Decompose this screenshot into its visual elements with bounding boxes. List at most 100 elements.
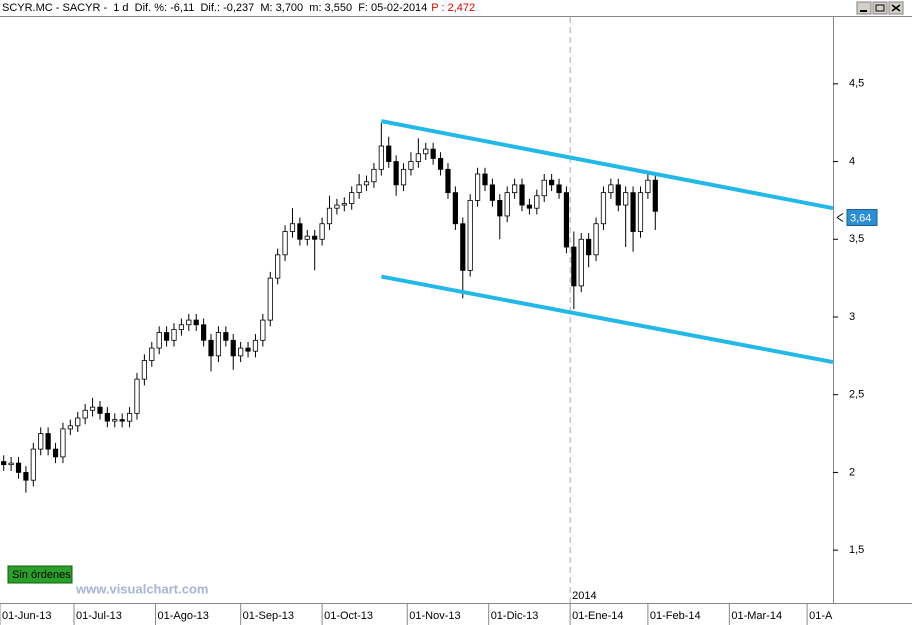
watermark: www.visualchart.com (75, 581, 208, 596)
trend-line (380, 274, 834, 365)
candle-body (134, 378, 140, 414)
candle-body (578, 238, 584, 287)
candle-body (252, 339, 259, 352)
x-tick-label: 01-Oct-13 (324, 610, 373, 622)
candle-body (645, 179, 651, 194)
candle-body (230, 339, 236, 357)
y-tick-label: 4 (849, 155, 855, 167)
header-text: SCYR.MC - SACYR - 1 d Dif. %: -6,11 Dif.… (2, 2, 428, 14)
x-tick-label: 01-Feb-14 (650, 610, 701, 622)
maximize-button[interactable] (872, 1, 888, 15)
candle-body (586, 238, 592, 256)
candle-body (119, 419, 125, 422)
candle-body (1, 461, 7, 466)
candles (1, 122, 658, 493)
y-tick-label: 3,5 (849, 233, 864, 245)
candle-body (75, 417, 81, 427)
candle-body (452, 192, 458, 225)
status-text: Sin órdenes (12, 569, 71, 581)
candle-body (630, 192, 636, 232)
window-buttons[interactable] (856, 1, 904, 15)
candle-body (363, 181, 370, 186)
candle-body (460, 223, 466, 271)
candle-body (563, 192, 570, 248)
candle-body (334, 204, 340, 209)
candle-body (178, 324, 185, 330)
x-tick-label: 01-Ago-13 (157, 610, 208, 622)
background (0, 17, 912, 625)
candle-body (223, 332, 229, 341)
candle-body (608, 184, 614, 194)
candle-body (171, 329, 177, 341)
x-tick-label: 01-Nov-13 (409, 610, 460, 622)
candle-body (45, 433, 51, 450)
close-icon (891, 4, 901, 12)
candle-body (549, 179, 555, 186)
candle-body (312, 235, 318, 240)
candle-body (97, 406, 103, 414)
candle-body (386, 145, 392, 162)
candle-body (400, 168, 407, 186)
maximize-icon (875, 4, 885, 12)
candle-body (415, 153, 421, 162)
year-label: 2014 (572, 590, 596, 602)
candle-body (393, 161, 399, 186)
candle-body (193, 319, 199, 326)
header-price: P : 2,472 (431, 2, 476, 14)
minimize-button[interactable] (856, 1, 872, 15)
y-tick-label: 1,5 (849, 544, 864, 556)
candle-body (615, 184, 621, 206)
candle-body (371, 168, 377, 183)
candle-body (52, 448, 59, 458)
candle-body (60, 428, 66, 458)
last-price-label: 3,64 (850, 212, 871, 224)
candle-body (304, 235, 310, 240)
status-badge (7, 565, 73, 584)
x-tick-label: 01-Mar-14 (731, 610, 782, 622)
candle-body (534, 195, 540, 209)
candle-body (282, 231, 288, 256)
x-tick-label: 01-Sep-13 (243, 610, 294, 622)
candle-body (201, 324, 207, 341)
candle-body (437, 158, 444, 170)
candle-body (289, 223, 296, 232)
y-tick-label: 2 (849, 466, 855, 478)
candle-body (267, 277, 273, 321)
candle-body (445, 168, 451, 194)
candle-body (30, 448, 36, 481)
candle-body (112, 419, 118, 422)
candle-body (126, 412, 133, 422)
candle-body (208, 339, 214, 357)
candle-body (504, 192, 510, 217)
candle-body (260, 319, 266, 341)
candle-body (23, 472, 29, 481)
candle-body (156, 332, 162, 349)
candle-body (341, 203, 347, 206)
y-tick-label: 3 (849, 311, 855, 323)
candle-body (275, 254, 281, 279)
candle-body (623, 192, 629, 206)
candle-body (8, 462, 14, 466)
candle-body (526, 204, 533, 209)
candle-body (408, 161, 414, 170)
candle-body (497, 200, 503, 217)
x-tick-label: 01-Dic-13 (491, 610, 539, 622)
candle-body (512, 184, 518, 194)
candle-body (38, 433, 44, 450)
candle-body (141, 360, 147, 380)
candle-body (356, 184, 362, 194)
x-tick-label: 01-A (809, 610, 833, 622)
candle-body (571, 246, 577, 287)
candle-body (637, 192, 644, 232)
candle-body (474, 173, 481, 201)
candle-body (15, 462, 22, 473)
candle-body (326, 207, 333, 225)
candle-body (215, 332, 222, 357)
candle-body (430, 148, 436, 159)
candle-body (319, 223, 325, 240)
trend-line (380, 119, 834, 211)
last-price-box (846, 209, 878, 227)
candle-body (482, 173, 488, 186)
y-tick-label: 2,5 (849, 389, 864, 401)
